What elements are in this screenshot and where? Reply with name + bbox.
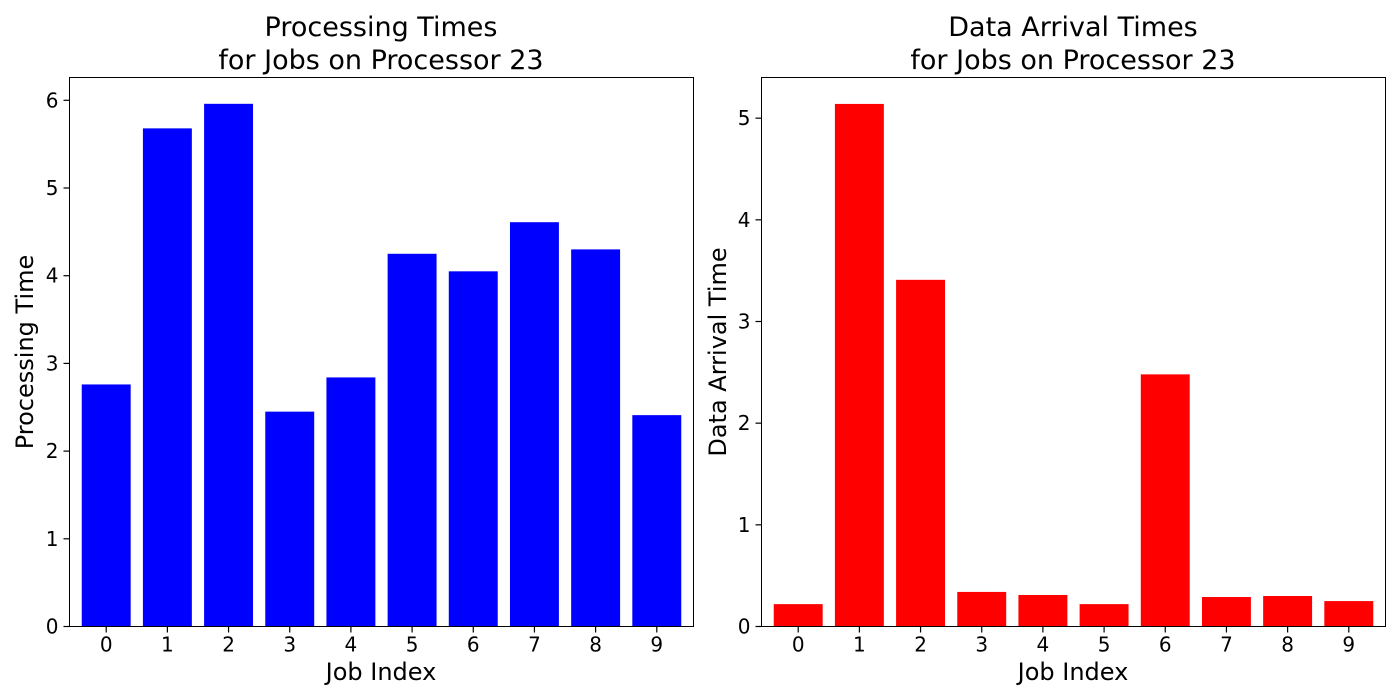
y-tick-label: 5 <box>738 106 751 130</box>
y-tick-label: 2 <box>46 439 59 463</box>
chart-title-line-2: for Jobs on Processor 23 <box>218 45 543 76</box>
x-tick-label: 2 <box>222 633 235 657</box>
x-tick-label: 7 <box>528 633 541 657</box>
bar-job-9 <box>632 415 682 627</box>
y-ticks: 0 1 2 3 4 5 6 <box>46 88 70 639</box>
plot-frame <box>761 77 1386 627</box>
x-tick-label: 3 <box>283 633 296 657</box>
bar-job-8 <box>571 249 621 627</box>
x-tick-label: 6 <box>1159 633 1172 657</box>
x-tick-label: 4 <box>345 633 358 657</box>
y-tick-label: 4 <box>738 208 751 232</box>
x-tick-label: 0 <box>100 633 113 657</box>
bar-job-1 <box>834 103 884 627</box>
x-tick-label: 6 <box>467 633 480 657</box>
y-tick-label: 2 <box>738 411 751 435</box>
y-tick-label: 3 <box>46 351 59 375</box>
x-tick-label: 1 <box>853 633 866 657</box>
x-tick-label: 8 <box>589 633 602 657</box>
panel-data-arrival-times: Data Arrival Times for Jobs on Processor… <box>704 12 1386 686</box>
bar-job-4 <box>1018 594 1068 627</box>
x-axis-label: Job Index <box>1016 658 1129 686</box>
bar-job-5 <box>387 253 437 627</box>
panel-processing-times: Processing Times for Jobs on Processor 2… <box>11 12 694 686</box>
bar-job-3 <box>265 411 315 627</box>
y-tick-label: 1 <box>738 513 751 537</box>
bar-job-7 <box>509 222 559 627</box>
chart-title-line-1: Processing Times <box>265 12 498 43</box>
bar-job-3 <box>957 591 1007 627</box>
x-ticks: 0 1 2 3 4 5 6 7 8 9 <box>100 626 663 657</box>
x-tick-label: 8 <box>1281 633 1294 657</box>
y-tick-label: 5 <box>46 176 59 200</box>
x-tick-label: 1 <box>161 633 174 657</box>
x-tick-label: 9 <box>650 633 663 657</box>
y-axis-label: Processing Time <box>11 255 39 450</box>
x-tick-label: 0 <box>792 633 805 657</box>
x-tick-label: 7 <box>1220 633 1233 657</box>
bar-job-0 <box>81 384 131 627</box>
bars <box>81 103 682 627</box>
bar-job-1 <box>142 128 192 627</box>
y-ticks: 0 1 2 3 4 5 <box>738 106 762 639</box>
bar-job-9 <box>1324 601 1374 627</box>
y-tick-label: 6 <box>46 88 59 112</box>
bar-job-7 <box>1201 597 1251 627</box>
y-axis-label: Data Arrival Time <box>704 247 732 456</box>
bar-job-8 <box>1263 596 1313 627</box>
y-tick-label: 0 <box>738 615 751 639</box>
plot-frame <box>69 77 694 627</box>
bars <box>773 103 1374 627</box>
x-ticks: 0 1 2 3 4 5 6 7 8 9 <box>792 626 1355 657</box>
y-tick-label: 3 <box>738 310 751 334</box>
bar-job-2 <box>896 279 946 627</box>
chart-title-line-2: for Jobs on Processor 23 <box>910 45 1235 76</box>
bar-job-5 <box>1079 604 1129 627</box>
bar-job-2 <box>204 103 254 627</box>
bar-job-4 <box>326 377 376 627</box>
bar-job-6 <box>1140 374 1190 627</box>
x-tick-label: 2 <box>914 633 927 657</box>
y-tick-label: 4 <box>46 264 59 288</box>
x-tick-label: 5 <box>406 633 419 657</box>
x-tick-label: 5 <box>1098 633 1111 657</box>
x-tick-label: 4 <box>1037 633 1050 657</box>
x-tick-label: 9 <box>1342 633 1355 657</box>
y-tick-label: 1 <box>46 527 59 551</box>
bar-job-0 <box>773 604 823 627</box>
x-axis-label: Job Index <box>324 658 437 686</box>
y-tick-label: 0 <box>46 615 59 639</box>
chart-title-line-1: Data Arrival Times <box>948 12 1198 43</box>
bar-job-6 <box>448 271 498 627</box>
x-tick-label: 3 <box>975 633 988 657</box>
